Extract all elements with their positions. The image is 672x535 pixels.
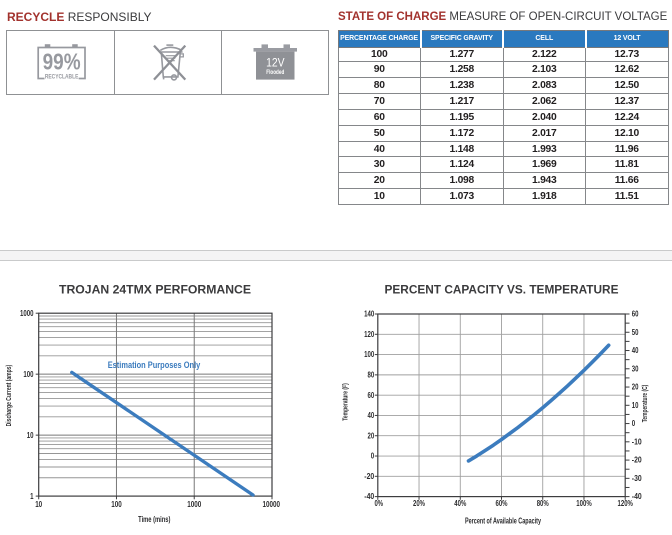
svg-text:Temperature (C): Temperature (C)	[642, 385, 649, 423]
svg-text:1: 1	[30, 492, 34, 501]
svg-text:40: 40	[368, 411, 375, 420]
svg-text:Temperature (F): Temperature (F)	[343, 383, 350, 421]
svg-text:Flooded: Flooded	[266, 70, 284, 76]
svg-text:20%: 20%	[413, 499, 425, 508]
svg-text:99%: 99%	[43, 48, 81, 74]
svg-text:140: 140	[364, 310, 375, 319]
svg-text:100%: 100%	[576, 499, 591, 508]
svg-text:-20: -20	[632, 456, 642, 465]
svg-text:Estimation Purposes Only: Estimation Purposes Only	[108, 360, 201, 370]
svg-text:RECYCLABLE: RECYCLABLE	[45, 73, 79, 80]
svg-text:20: 20	[632, 383, 639, 392]
svg-text:-40: -40	[632, 492, 642, 501]
svg-text:Discharge Current (amps): Discharge Current (amps)	[6, 365, 13, 427]
svg-text:100: 100	[23, 370, 34, 379]
svg-text:40: 40	[632, 346, 639, 355]
svg-text:TROJAN 24TMX PERFORMANCE: TROJAN 24TMX PERFORMANCE	[59, 283, 251, 297]
svg-text:120: 120	[364, 330, 375, 339]
svg-text:50: 50	[632, 328, 639, 337]
svg-text:10: 10	[35, 500, 42, 509]
svg-text:10: 10	[27, 431, 34, 440]
svg-text:10: 10	[632, 401, 639, 410]
svg-text:60: 60	[368, 391, 375, 400]
svg-text:0%: 0%	[375, 499, 384, 508]
svg-text:0: 0	[371, 452, 375, 461]
svg-text:120%: 120%	[618, 499, 633, 508]
svg-text:20: 20	[368, 431, 375, 440]
svg-text:-10: -10	[632, 437, 642, 446]
svg-text:-20: -20	[364, 472, 374, 481]
svg-text:-30: -30	[632, 474, 642, 483]
svg-text:40%: 40%	[454, 499, 466, 508]
svg-text:30: 30	[632, 364, 639, 373]
svg-text:12V: 12V	[266, 56, 285, 69]
svg-text:100: 100	[364, 350, 375, 359]
svg-text:PERCENT CAPACITY VS. TEMPERATU: PERCENT CAPACITY VS. TEMPERATURE	[385, 283, 619, 297]
svg-text:80%: 80%	[537, 499, 549, 508]
svg-text:0: 0	[632, 419, 636, 428]
svg-text:1000: 1000	[187, 500, 201, 509]
svg-text:1000: 1000	[20, 309, 34, 318]
svg-text:100: 100	[111, 500, 122, 509]
svg-text:60: 60	[632, 310, 639, 319]
svg-text:Time (mins): Time (mins)	[138, 515, 171, 524]
svg-text:Percent of Available Capacity: Percent of Available Capacity	[465, 517, 541, 526]
svg-text:-40: -40	[364, 492, 374, 501]
svg-text:60%: 60%	[496, 499, 508, 508]
svg-text:10000: 10000	[263, 500, 281, 509]
svg-text:80: 80	[368, 371, 375, 380]
